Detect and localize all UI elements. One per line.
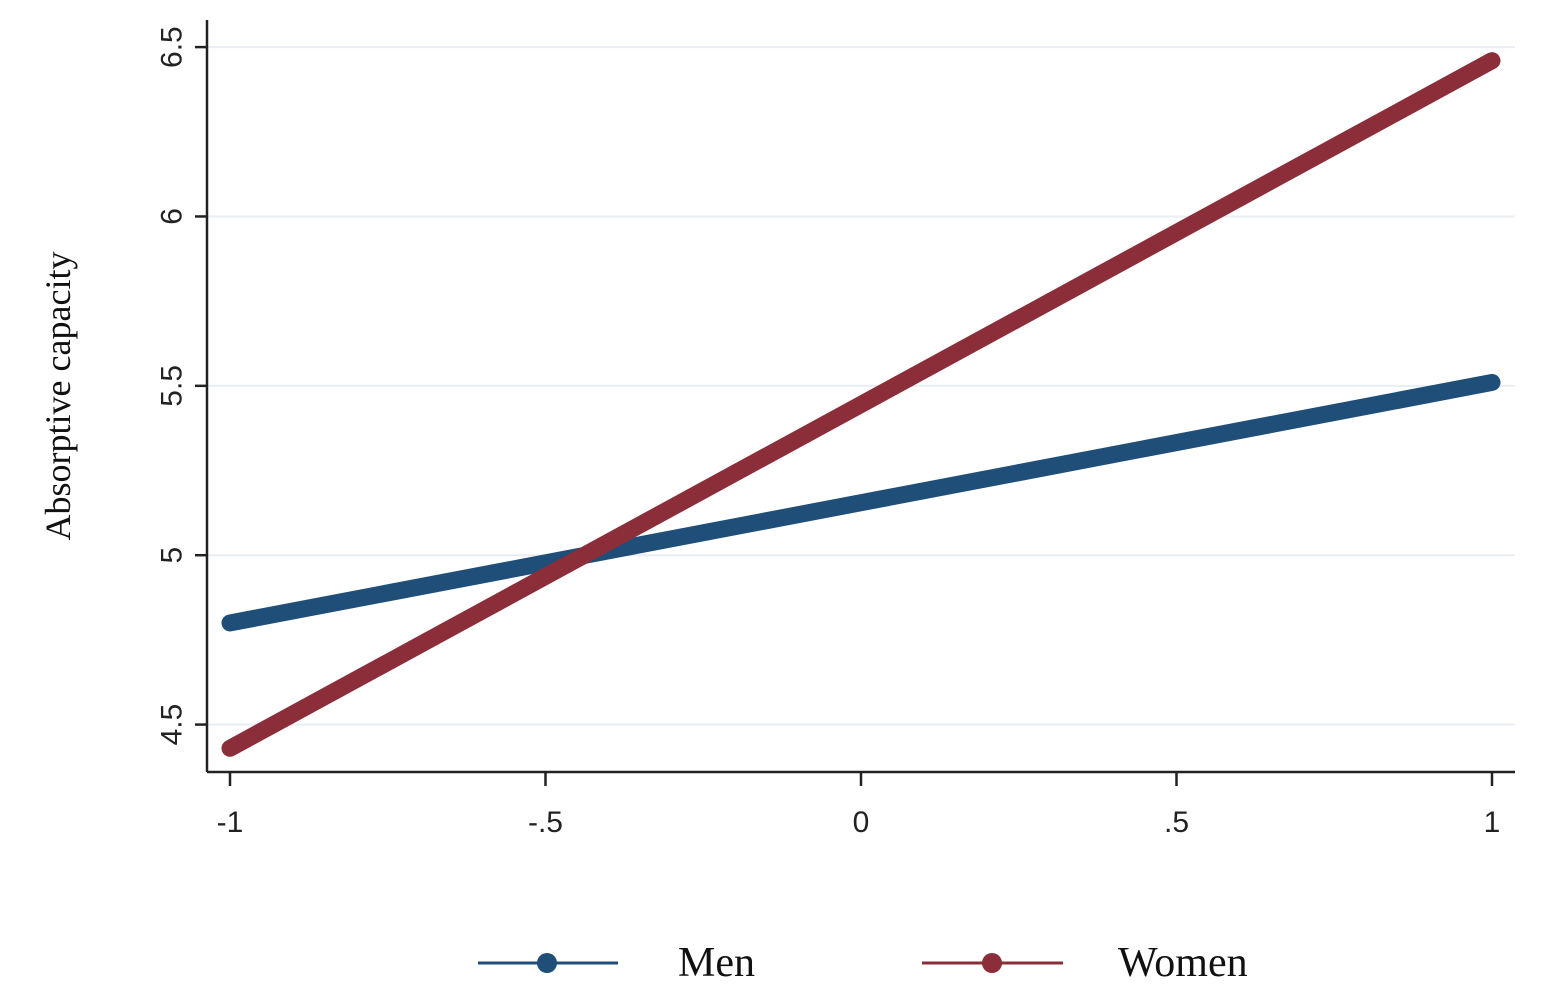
legend-label-women: Women xyxy=(1118,940,1248,986)
y-ticks: 4.5 5 5.5 6 6.5 xyxy=(156,26,207,746)
series-lines xyxy=(221,52,1501,757)
y-tick-label: 6.5 xyxy=(156,26,189,68)
series-line-women xyxy=(221,52,1501,757)
series-line-men xyxy=(221,373,1501,632)
x-tick-label: -1 xyxy=(217,806,244,839)
legend: Men Women xyxy=(478,940,1248,986)
y-tick-label: 4.5 xyxy=(156,704,189,746)
y-tick-label: 5.5 xyxy=(156,365,189,407)
legend-marker-women xyxy=(982,953,1002,973)
x-tick-label: .5 xyxy=(1164,806,1189,839)
x-tick-label: 1 xyxy=(1484,806,1501,839)
legend-label-men: Men xyxy=(678,940,755,986)
y-tick-label: 6 xyxy=(156,208,189,225)
y-tick-label: 5 xyxy=(156,547,189,564)
y-axis-title: Absorptive capacity xyxy=(38,252,78,541)
legend-marker-men xyxy=(537,953,557,973)
gridlines xyxy=(207,46,1515,726)
x-ticks: -1 -.5 0 .5 1 xyxy=(217,772,1501,839)
x-tick-label: -.5 xyxy=(528,806,563,839)
x-tick-label: 0 xyxy=(853,806,870,839)
